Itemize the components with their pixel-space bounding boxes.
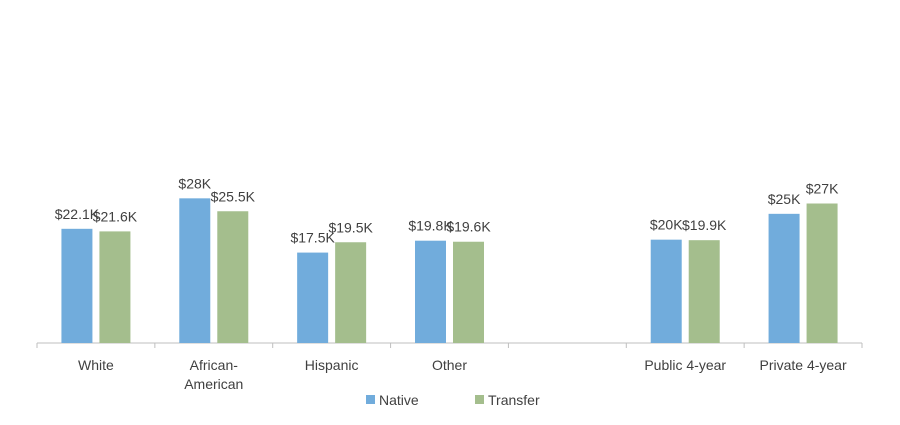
bar <box>806 203 838 343</box>
value-label: $21.6K <box>93 208 138 224</box>
value-label: $27K <box>806 181 839 197</box>
bar <box>217 211 249 343</box>
value-label: $19.8K <box>408 218 453 234</box>
x-tick-label: Private 4-year <box>759 357 847 373</box>
bar <box>650 239 682 343</box>
bar <box>297 252 329 343</box>
bar <box>453 241 484 343</box>
value-label: $28K <box>178 175 211 191</box>
bar <box>768 213 800 343</box>
bar <box>688 240 720 343</box>
legend-label: Transfer <box>488 392 540 408</box>
x-tick-label: Other <box>431 357 467 373</box>
value-label: $17.5K <box>290 230 335 246</box>
bar <box>99 231 131 343</box>
x-tick-label: Hispanic <box>304 357 359 373</box>
value-label: $22.1K <box>55 206 100 222</box>
value-label: $19.5K <box>328 219 373 235</box>
x-tick-label: White <box>78 357 114 373</box>
value-label: $19.6K <box>446 219 491 235</box>
value-label: $25K <box>768 191 801 207</box>
x-tick-label: Public 4-year <box>644 357 727 373</box>
legend-swatch <box>366 395 375 404</box>
legend-swatch <box>475 395 484 404</box>
bar <box>61 228 93 343</box>
bar <box>415 240 446 343</box>
value-label: $25.5K <box>211 188 256 204</box>
bar <box>335 242 367 343</box>
legend-label: Native <box>379 392 419 408</box>
x-tick-label: African-American <box>184 357 244 392</box>
value-label: $19.9K <box>682 217 727 233</box>
value-label: $20K <box>650 217 683 233</box>
bar <box>179 198 211 343</box>
